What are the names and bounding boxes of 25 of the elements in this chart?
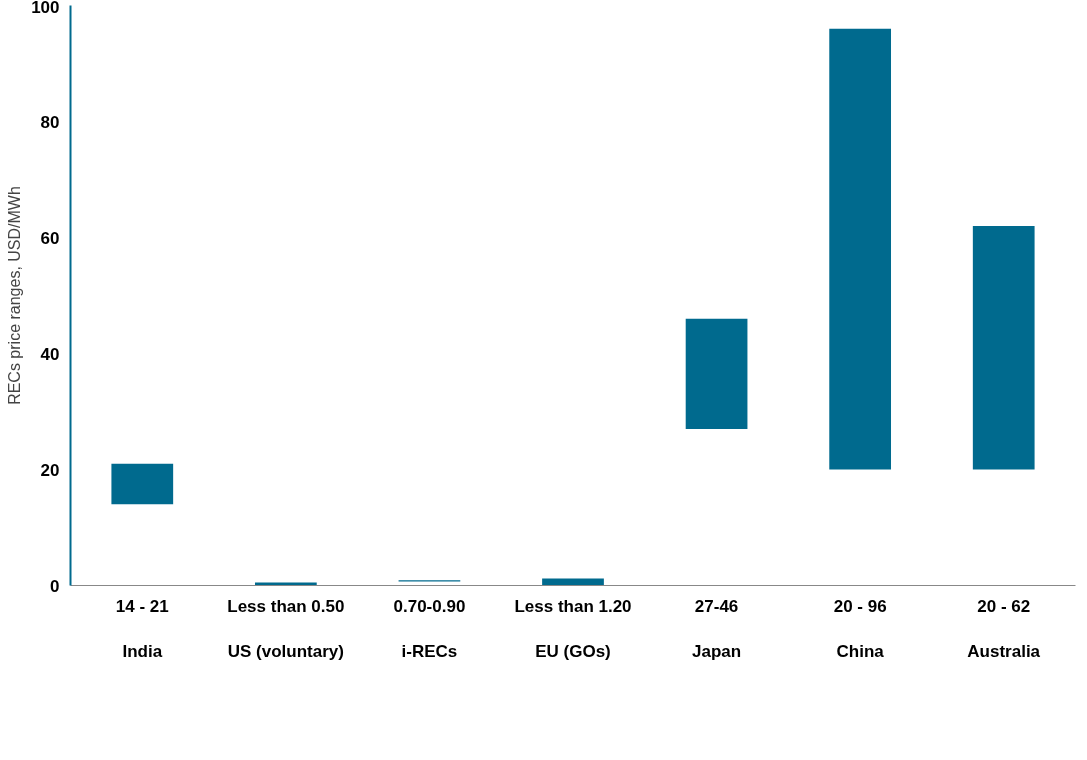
x-tick-label: Australia xyxy=(967,642,1041,662)
y-tick-label: 80 xyxy=(40,112,60,132)
x-tick-label: India xyxy=(122,642,163,662)
bar xyxy=(685,318,748,429)
text: Less than 1.20 xyxy=(514,596,632,616)
text: 20 - 96 xyxy=(833,596,887,616)
x-tick-label: China xyxy=(836,642,885,662)
x-tick-label: i-RECs xyxy=(401,642,458,662)
x-tick-label: Japan xyxy=(692,642,742,662)
y-tick-label: 0 xyxy=(50,576,60,596)
y-tick-label: 100 xyxy=(31,0,60,17)
text: 14 - 21 xyxy=(115,596,169,616)
bar xyxy=(829,28,892,470)
text: Less than 0.50 xyxy=(227,596,345,616)
text: 27-46 xyxy=(694,596,739,616)
y-axis-title: RECs price ranges, USD/MWh xyxy=(6,186,24,405)
bar xyxy=(972,225,1035,470)
text: 0.70-0.90 xyxy=(393,596,466,616)
y-tick-label: 40 xyxy=(40,344,60,364)
bar xyxy=(111,463,174,505)
x-tick-label: US (voluntary) xyxy=(227,642,344,662)
y-tick-label: 60 xyxy=(40,228,60,248)
x-tick-label: EU (GOs) xyxy=(535,642,611,662)
y-tick-label: 20 xyxy=(40,460,60,480)
text: 20 - 62 xyxy=(977,596,1031,616)
